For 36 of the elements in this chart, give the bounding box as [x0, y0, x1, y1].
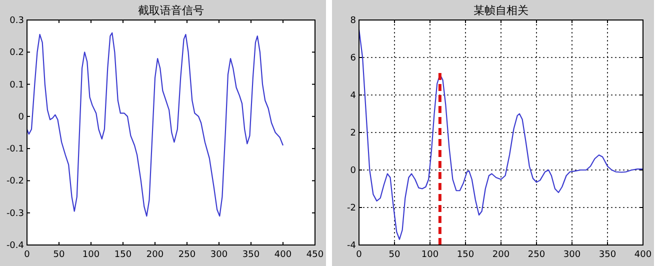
y-tick-label: 0 — [350, 166, 356, 176]
y-tick-label: 6 — [350, 54, 356, 64]
x-tick-label: 50 — [388, 250, 400, 260]
x-tick-label: 300 — [210, 250, 228, 260]
x-tick-label: 350 — [598, 250, 616, 260]
x-tick-label: 400 — [634, 250, 652, 260]
y-tick-label: 0.2 — [10, 48, 24, 58]
line-series — [358, 28, 644, 240]
y-tick-label: 0.3 — [10, 16, 24, 26]
y-tick-label: -4 — [347, 241, 356, 251]
y-tick-label: 2 — [350, 128, 356, 138]
x-tick-label: 150 — [456, 250, 474, 260]
chart-title: 某帧自相关 — [474, 4, 528, 17]
y-tick-label: 0 — [18, 112, 24, 122]
y-tick-label: -2 — [347, 204, 356, 214]
y-tick-label: -0.3 — [6, 208, 24, 219]
x-tick-label: 350 — [242, 250, 260, 260]
x-tick-label: 250 — [178, 250, 196, 260]
y-tick-label: -0.1 — [6, 144, 24, 155]
y-tick-label: -0.4 — [6, 241, 24, 251]
y-tick-label: -0.2 — [6, 176, 24, 187]
x-tick-label: 400 — [274, 250, 292, 260]
line-series — [26, 32, 284, 217]
y-tick-label: 8 — [350, 16, 356, 26]
y-tick-label: 4 — [350, 91, 356, 101]
y-tick-label: 0.1 — [10, 80, 24, 90]
x-tick-label: 100 — [82, 250, 100, 260]
x-tick-label: 200 — [492, 250, 510, 260]
x-tick-label: 450 — [306, 250, 324, 260]
x-tick-label: 250 — [528, 250, 546, 260]
x-tick-label: 50 — [53, 250, 65, 260]
x-tick-label: 300 — [563, 250, 581, 260]
x-tick-label: 100 — [421, 250, 439, 260]
chart-title: 截取语音信号 — [138, 4, 204, 17]
x-tick-label: 150 — [114, 250, 132, 260]
x-tick-label: 200 — [146, 250, 164, 260]
